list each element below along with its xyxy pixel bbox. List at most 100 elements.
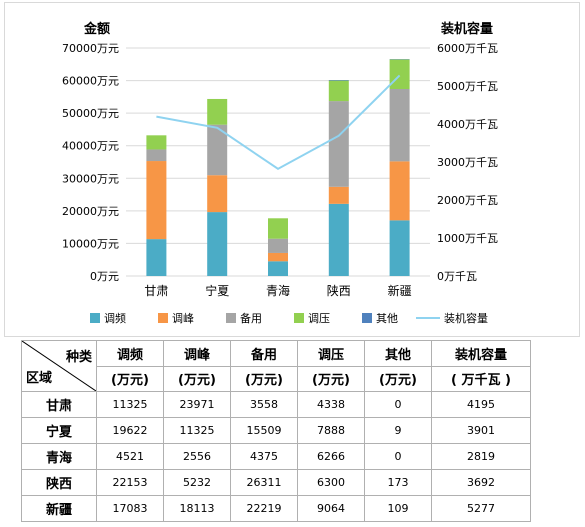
line-series-group xyxy=(156,74,401,171)
right-tick-label: 0万千瓦 xyxy=(437,270,477,283)
table-cell: 4375 xyxy=(230,443,298,470)
diagonal-divider xyxy=(22,341,96,391)
bar-segment xyxy=(146,161,167,240)
table-cell: 2556 xyxy=(163,443,231,470)
left-tick-label: 0万元 xyxy=(90,270,119,283)
table-row: 新疆 17083 18113 22219 9064 109 5277 xyxy=(21,495,531,522)
left-tick-label: 60000万元 xyxy=(62,75,119,88)
corner-top-label: 种类 xyxy=(65,350,92,365)
table-row: 甘肃 11325 23971 3558 4338 0 4195 xyxy=(21,391,531,418)
table-cell: 18113 xyxy=(163,495,231,522)
legend-swatch xyxy=(226,313,236,323)
table-body: 甘肃 11325 23971 3558 4338 0 4195 宁夏 19622 11325 155… xyxy=(21,391,531,522)
header-unit-cell: (万元) xyxy=(230,365,298,392)
capacity-line xyxy=(156,74,401,171)
table-row: 青海 4521 2556 4375 6266 0 2819 xyxy=(21,443,531,470)
bar-segment xyxy=(268,252,288,262)
table-cell: 0 xyxy=(364,391,432,418)
bar-segment xyxy=(389,220,410,276)
left-tick-label: 70000万元 xyxy=(62,42,119,55)
table-cell: 17083 xyxy=(96,495,164,522)
corner-bottom-label: 区域 xyxy=(26,371,53,386)
bar-segment xyxy=(328,80,349,81)
table-cell: 4195 xyxy=(431,391,531,418)
bar-segment xyxy=(328,203,349,276)
table-header-row-2: (万元) (万元) (万元) (万元) (万元) ( 万千瓦 ) xyxy=(22,365,531,392)
table-cell: 2819 xyxy=(431,443,531,470)
table-cell: 173 xyxy=(364,469,432,496)
table-cell: 15509 xyxy=(230,417,298,444)
table-cell: 4338 xyxy=(297,391,365,418)
bar-segment xyxy=(268,261,288,276)
table-cell: 26311 xyxy=(230,469,298,496)
table-cell: 3901 xyxy=(431,417,531,444)
table-cell: 19622 xyxy=(96,417,164,444)
table-cell: 4521 xyxy=(96,443,164,470)
right-tick-label: 1000万千瓦 xyxy=(437,232,498,245)
left-tick-label: 50000万元 xyxy=(62,107,119,120)
x-category-label: 新疆 xyxy=(388,283,412,298)
bar-segment xyxy=(146,135,167,150)
bar-segment xyxy=(268,218,288,239)
gridlines xyxy=(126,47,430,277)
legend-swatch xyxy=(362,313,372,323)
bar-segment xyxy=(328,101,349,187)
bar-segment xyxy=(207,124,228,176)
right-tick-label: 4000万千瓦 xyxy=(437,118,498,131)
legend-swatch xyxy=(90,313,100,323)
legend-label: 装机容量 xyxy=(444,311,488,325)
table-cell: 3692 xyxy=(431,469,531,496)
left-tick-label: 20000万元 xyxy=(62,205,119,218)
legend: 调频 调峰 备用 调压 其他 装机容量 xyxy=(90,311,488,325)
bar-segment xyxy=(207,212,228,276)
combo-chart: 金额 装机容量 0万元 10000万元 20000万元 30000万元 40000万元 5… xyxy=(62,21,498,325)
table-row: 宁夏 19622 11325 15509 7888 9 3901 xyxy=(21,417,531,444)
bar-segment xyxy=(328,80,349,102)
table-cell: 9 xyxy=(364,417,432,444)
table-cell: 23971 xyxy=(163,391,231,418)
legend-label: 调峰 xyxy=(172,312,194,325)
corner-cell: 种类 区域 xyxy=(21,340,97,392)
legend-label: 备用 xyxy=(240,311,262,325)
right-axis: 0万千瓦 1000万千瓦 2000万千瓦 3000万千瓦 4000万千瓦 5000万千瓦 6… xyxy=(437,42,498,283)
legend-label: 其他 xyxy=(376,312,398,325)
left-axis-title: 金额 xyxy=(83,21,110,37)
x-axis: 甘肃 宁夏 青海 陕西 新疆 xyxy=(144,283,411,298)
row-region-label: 甘肃 xyxy=(21,391,97,418)
left-axis: 0万元 10000万元 20000万元 30000万元 40000万元 50000万元 60… xyxy=(62,42,119,283)
table-header-row-1: 种类 区域 调频 调峰 备用 调压 其他 装机容量 xyxy=(21,340,531,392)
bar-segment xyxy=(328,186,349,204)
x-category-label: 甘肃 xyxy=(144,284,168,298)
right-tick-label: 3000万千瓦 xyxy=(437,156,498,169)
legend-swatch xyxy=(158,313,168,323)
table-cell: 7888 xyxy=(297,417,365,444)
data-table: 种类 区域 调频 调峰 备用 调压 其他 装机容量 (万元) (万元) (万元)… xyxy=(21,340,531,522)
header-unit-cell: (万元) xyxy=(163,365,231,392)
right-tick-label: 2000万千瓦 xyxy=(437,194,498,207)
x-category-label: 宁夏 xyxy=(205,283,229,298)
table-cell: 0 xyxy=(364,443,432,470)
table-cell: 11325 xyxy=(96,391,164,418)
header-cell: 其他 xyxy=(364,340,432,367)
bar-segment xyxy=(389,161,410,221)
bar-segment xyxy=(207,175,228,213)
row-region-label: 青海 xyxy=(21,443,97,470)
chart-frame: 金额 装机容量 0万元 10000万元 20000万元 30000万元 40000万元 5… xyxy=(4,2,580,337)
legend-label: 调频 xyxy=(104,311,126,325)
table-cell: 22153 xyxy=(96,469,164,496)
row-region-label: 宁夏 xyxy=(21,417,97,444)
header-cell: 调峰 xyxy=(163,340,231,367)
bar-segment xyxy=(268,238,288,253)
table-cell: 6300 xyxy=(297,469,365,496)
table-cell: 5232 xyxy=(163,469,231,496)
right-tick-label: 6000万千瓦 xyxy=(437,42,498,55)
left-tick-label: 40000万元 xyxy=(62,140,119,153)
header-cell: 调压 xyxy=(297,340,365,367)
bar-segment xyxy=(389,59,410,89)
header-cell: 备用 xyxy=(230,340,298,367)
legend-label: 调压 xyxy=(308,312,330,325)
header-unit-cell: (万元) xyxy=(297,365,365,392)
right-axis-title: 装机容量 xyxy=(440,21,493,37)
table-cell: 9064 xyxy=(297,495,365,522)
header-cell: 装机容量 xyxy=(431,340,531,367)
